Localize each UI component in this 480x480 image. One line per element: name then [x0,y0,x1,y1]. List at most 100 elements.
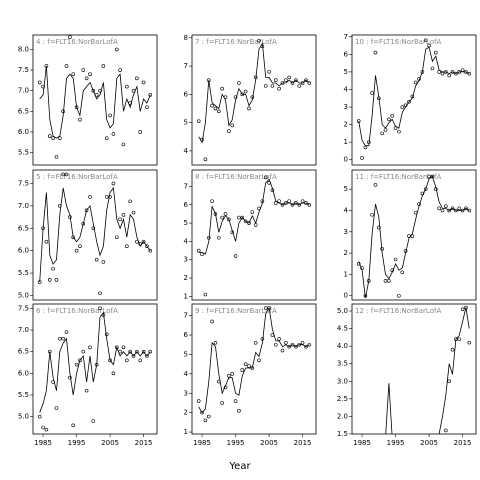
data-point [58,136,62,140]
data-point [98,291,102,296]
data-point [300,341,305,345]
data-point [287,344,291,349]
panel-frame [351,34,477,166]
data-point [300,81,305,85]
data-point [233,254,238,258]
data-point [287,199,291,203]
panel-frame [191,169,317,301]
data-point [54,278,59,282]
data-point [84,388,89,393]
data-point [366,140,371,144]
panel-frame [191,303,317,435]
data-point [51,266,55,271]
y-tick-label: 5 [184,219,188,227]
data-point [101,313,106,317]
data-point [250,366,255,370]
data-point [71,72,76,77]
data-point [280,81,285,85]
plot-area [356,174,472,298]
data-point [68,35,72,39]
data-point [393,257,398,262]
x-tick-label: 2005 [420,439,438,447]
y-tick-label: 0 [344,156,348,164]
data-point [84,76,89,81]
data-point [270,333,275,337]
data-point [51,380,55,384]
y-tick-label: 5.5 [18,269,29,277]
data-point [71,235,76,240]
data-point [397,293,401,298]
panel-title: 10 : f=FLT16:NorBarLofA [355,38,441,46]
data-point [233,399,238,403]
panel-title: 6 : f=FLT16:NorBarLofA [36,307,118,315]
y-tick-label: 5.0 [337,307,348,315]
data-point [148,248,153,253]
data-point [118,68,122,72]
data-point [380,131,384,136]
data-point [108,195,112,199]
data-point [430,66,435,71]
y-tick-label: 5.0 [18,413,29,421]
data-point [37,414,42,419]
data-point [444,428,448,433]
data-point [260,199,265,203]
data-point [81,68,86,72]
y-tick-label: 2.5 [337,395,348,403]
data-point [54,154,59,159]
data-point [304,78,308,83]
data-point [131,354,136,358]
data-point [237,408,241,413]
trend-line [39,65,151,139]
data-point [243,89,248,94]
y-tick-label: 6.5 [18,224,29,232]
data-point [223,212,228,216]
plot-area [196,306,312,423]
panel-title: 5 : f=FLT16:NorBarLofA [36,173,118,181]
data-point [227,217,231,222]
data-point [81,221,86,226]
x-tick-label: 2015 [135,439,153,447]
data-point [148,349,153,354]
data-point [273,342,278,347]
x-tick-label: 1995 [68,439,86,447]
data-point [196,248,201,253]
data-point [450,206,455,211]
data-point [41,226,45,231]
data-point [68,215,72,219]
y-tick-label: 3.0 [337,377,348,385]
data-point [257,38,261,43]
data-point [270,188,275,192]
data-point [227,129,231,133]
data-point [125,244,129,249]
data-point [373,50,378,55]
data-point [263,175,268,180]
data-point [457,337,462,341]
plot-area [356,38,472,160]
data-point [58,204,62,208]
y-tick-label: 2 [184,409,188,417]
data-point [111,371,116,376]
trend-line [358,46,470,147]
data-point [400,270,405,275]
data-point [267,69,271,74]
data-point [88,72,92,77]
data-point [125,84,129,89]
data-point [227,373,231,378]
y-tick-label: 5.5 [18,391,29,399]
data-point [128,101,132,105]
data-point [423,38,428,43]
data-point [444,204,448,209]
data-point [253,341,258,345]
data-point [437,206,441,211]
data-point [247,106,251,111]
x-tick-label: 1995 [387,439,405,447]
data-point [125,358,129,363]
data-point [356,261,361,266]
data-point [37,280,42,284]
y-tick-label: 8.0 [18,45,29,53]
data-point [413,80,418,85]
data-point [74,248,79,253]
data-point [387,279,391,283]
data-point [420,191,425,196]
y-tick-label: 2.0 [337,412,348,420]
